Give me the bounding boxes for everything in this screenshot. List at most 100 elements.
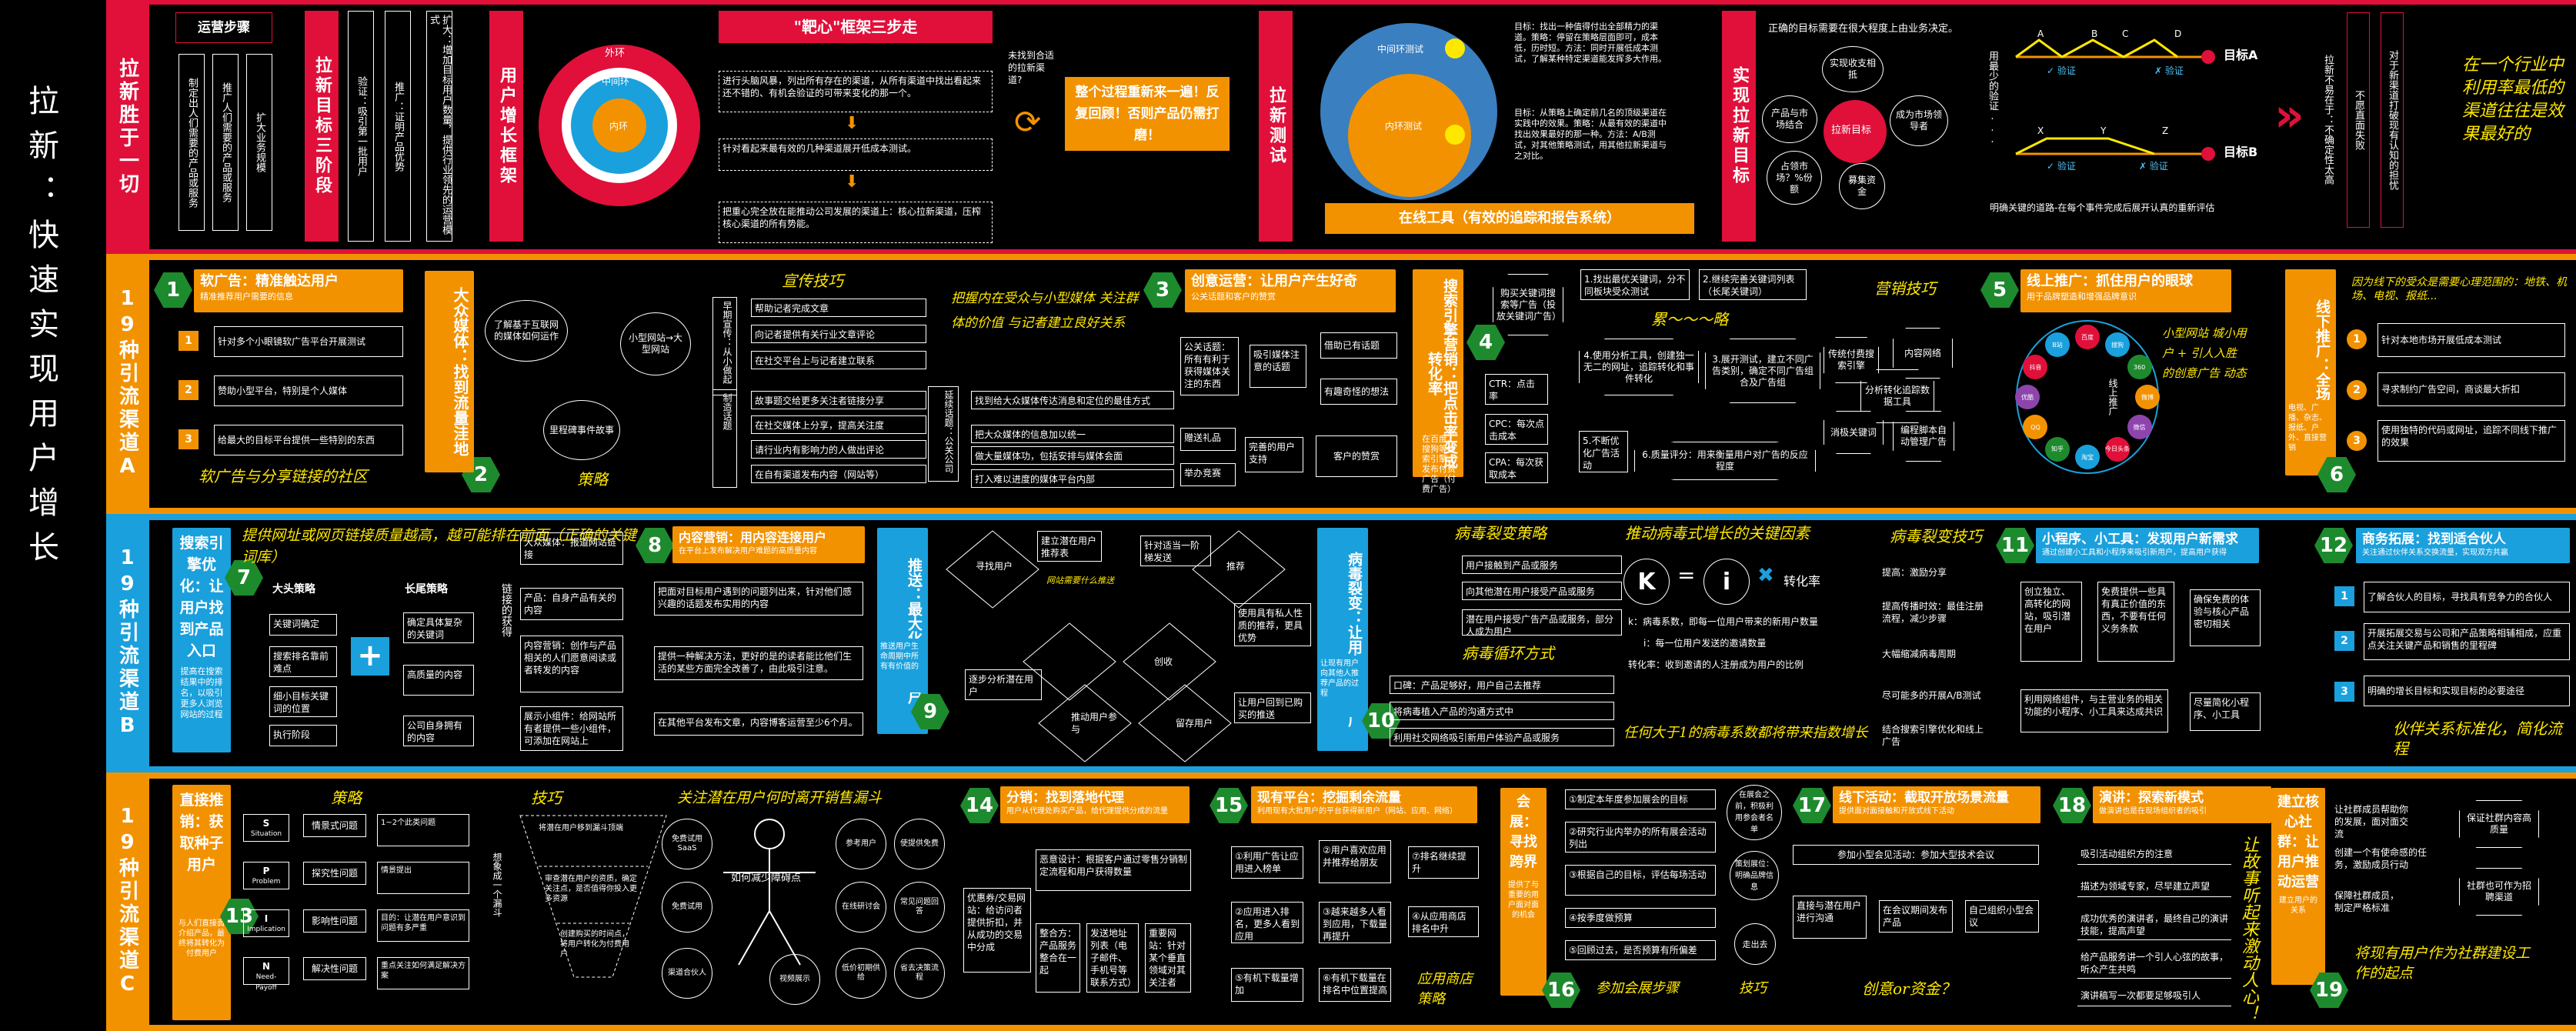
c13-funnel-2: 审查潜在用户的资质，确定关注点，是否值得你投入更多资源 <box>545 875 637 903</box>
c15-item-8: ②应用进入排名，更多人看到应用 <box>1231 902 1303 943</box>
c6-hand: 因为线下的受众是需要心理范围的：地铁、机场、电视、报纸... <box>2351 276 2567 302</box>
right-note-1: 拉新不易在于：不确定性太高 <box>2322 54 2334 185</box>
channel-5-name: 线上推广：抓住用户的眼球 <box>2027 273 2193 289</box>
channel-8-sub: 在平台上发布解决用户难题的高质量内容 <box>679 547 817 556</box>
bullseye-step-3: 把重心完全放在能推动公司发展的渠道上：核心拉新渠道，压榨核心渠道的所有势能。 <box>719 202 993 243</box>
page-title: 拉新：快速实现用户增长 <box>23 85 58 576</box>
test-outer-label: 中间环测试 <box>1377 44 1424 55</box>
c14-item-4: 发送地址列表（电子邮件、手机号等联系方式） <box>1086 923 1139 993</box>
channel-4-badge: 4 <box>1467 325 1505 360</box>
c19-item-5: 社群也可作为招聘渠道 <box>2459 868 2539 916</box>
c9-flow-2: 建立潜在用户推荐表 <box>1037 531 1102 562</box>
c13-obstacle-10: 省去决策流程 <box>894 948 945 999</box>
c3-item-2: 吸引媒体注意的话题 <box>1250 345 1306 388</box>
goal-label: 拉新目标三阶段 <box>305 11 339 242</box>
channel-14-sub: 用户从代理处购买产品，给代理提供分成的流量 <box>1006 807 1168 816</box>
c18-item-2: 描述为领域专家，尽早建立声望 <box>2077 877 2231 897</box>
test-label: 拉新测试 <box>1259 11 1293 242</box>
step-3: 扩大业务规模 <box>246 54 272 231</box>
c14-item-3: 整合方：产品服务整合在一起 <box>1036 923 1080 993</box>
band-b-label: 19种引流渠道B <box>106 514 149 772</box>
path-x: X <box>2037 125 2044 136</box>
c18-item-1: 吸引活动组织方的注意 <box>2077 845 2231 865</box>
c10-item-2: 向其他潜在用户接受产品或服务 <box>1462 582 1622 600</box>
c5-center: 线上推广 <box>2107 379 2118 415</box>
verify-c: ✓ 验证 <box>2047 160 2076 172</box>
channel-13-label: 直接推销：获取种子用户 与人们直接面介绍产品，最终将其转化为付费用户 <box>172 785 231 1020</box>
c13-spin-note-I: 目的：让潜在用户意识到问题有多严重 <box>377 909 469 942</box>
c11-item-2: 免费提供一些具有真正价值的东西，不要有任何义务条款 <box>2097 582 2174 662</box>
c2-story-2: 在社交媒体上分享，提高关注度 <box>751 415 926 434</box>
c18-item-3: 成功优秀的演讲者，最终自己的演讲技能，提高声望 <box>2077 909 2231 940</box>
c15-item-1: ①利用广告让应用进入榜单 <box>1231 846 1303 879</box>
c10-skill-4: 尽可能多的开展A/B测试 <box>1882 690 1981 701</box>
achieve-question: 正确的目标需要在很大程度上由业务决定。 <box>1768 23 1959 35</box>
c3-item-4: 有趣奇怪的想法 <box>1320 379 1397 405</box>
c13-hand: 关注潜在用户何时离开销售漏斗 <box>677 789 883 806</box>
c5-app-9: QQ <box>2023 415 2048 439</box>
c13-spin-S: S Situation <box>243 814 289 842</box>
channel-7-badge: 7 <box>225 560 263 596</box>
c8-step-3: 在其他平台发布文章，内容博客运营至少6个月。 <box>654 712 863 736</box>
c7-big-1: 关键词确定 <box>269 614 337 636</box>
funnel-diagram <box>519 815 667 978</box>
c11-item-5: 尽量简化小程序、小工具 <box>2190 692 2261 731</box>
test-inner-label: 内环测试 <box>1385 121 1423 132</box>
c13-obstacle-8: 常见问题回答 <box>894 882 945 933</box>
c19-item-2: 创建一个有使命感的任务，激励成员行动 <box>2334 847 2428 870</box>
c13-obstacle-1: 免费试用SaaS <box>662 819 712 869</box>
channel-12-title: 商务拓展：找到适合伙人 关注通过伙伴关系交换流量，实现双方共赢 <box>2356 528 2570 563</box>
path-a: A <box>2037 28 2044 39</box>
c13-spin-cn-N: 解决性问题 <box>303 957 366 980</box>
check-icon: ✓ <box>2047 161 2055 172</box>
c9-flow-4: 推荐 <box>1226 561 1246 572</box>
channel-15-title: 现有平台：挖掘剩余流量 利用现有大批用户的平台获得新用户（网站、应用、网络） <box>1251 786 1477 823</box>
c9-flow-9: 使用具有私人性质的推荐，更具优势 <box>1234 603 1311 646</box>
c19-item-1: 让社群成员帮助你的发展，面对面交流 <box>2334 804 2409 839</box>
c10-formula-1: k：病毒系数，即每一位用户带来的新用户数量 <box>1628 616 1818 627</box>
c2-circle-3: 里程碑事件故事 <box>543 400 620 460</box>
c13-spin-I: I Implication <box>243 909 289 937</box>
c7-long-2: 高质量的内容 <box>403 665 474 696</box>
path-b: B <box>2091 28 2098 39</box>
repeat-callout: 整个过程重新来一遍！反复回顾！否则产品仍需打磨！ <box>1065 77 1230 151</box>
c2-pr-1: 找到给大众媒体传达消息和定位的最佳方式 <box>971 391 1174 409</box>
c4-hand: 累～～～略 <box>1651 310 1728 329</box>
c7-big: 大头策略 <box>272 583 315 596</box>
c13-spin-note-S: 1~2个此类问题 <box>377 814 469 846</box>
c2-hand: 把握内在受众与小型媒体 关注群体的价值 与记者建立良好关系 <box>951 291 1139 331</box>
c10-formula-2: i：每一位用户发送的邀请数量 <box>1643 638 1767 649</box>
channel-17-sub: 提供面对面接触和开放式线下活动 <box>1839 807 1954 816</box>
unfound-question: 未找到合适的拉新渠道? <box>1008 50 1055 85</box>
c16-skill: 技巧 <box>1739 980 1767 996</box>
right-note-2: 不愿直面失败 <box>2347 12 2370 228</box>
num-2: 2 <box>2347 380 2367 400</box>
c19-hand: 将现有用户作为社群建设工作的起点 <box>2354 945 2531 982</box>
bullseye-step-2: 针对看起来最有效的几种渠道展开低成本测试。 <box>719 138 993 171</box>
c9-flow-1: 寻找用户 <box>976 561 1013 572</box>
c5-app-2: 搜狗 <box>2105 332 2130 358</box>
c16-item-3: ③根据自己的目标，评估每场活动 <box>1565 865 1716 896</box>
channel-8-title: 内容营销：用内容连接用户 在平台上发布解决用户难题的高质量内容 <box>672 526 865 563</box>
arrow-down-icon: ⬇ <box>845 172 859 192</box>
c13-spin-cn-S: 情景式问题 <box>303 814 366 837</box>
c3-item-5: 赠送礼品 <box>1180 428 1236 451</box>
c10-strategy: 病毒裂变策略 <box>1454 524 1547 542</box>
multiply-icon: ✖ <box>1757 564 1774 587</box>
c7-long-1: 确定具体复杂的关键词 <box>403 612 474 643</box>
c5-app-12: B站 <box>2045 332 2070 358</box>
c19-item-3: 保障社群成员，制定严格标准 <box>2334 890 2400 913</box>
c4-skill-5: 编程脚本自动管理广告 <box>1893 411 1954 462</box>
c15-item-7: ⑦排名继续提升 <box>1408 846 1479 879</box>
c2-pr-3: 做大量媒体功，包括安排与媒体会面 <box>971 446 1174 465</box>
goal-2: 推广：证明产品优势 <box>385 11 411 242</box>
c3-item-7: 客户的赞赏 <box>1316 435 1397 477</box>
channel-15-sub: 利用现有大批用户的平台获得新用户（网站、应用、网络） <box>1257 807 1457 816</box>
c16-side-3: 走出去 <box>1734 923 1776 965</box>
c15-item-3: ③越来越多人看到应用，下载量再提升 <box>1319 902 1391 943</box>
c11-item-3: 确保免费的体验与核心产品密切相关 <box>2190 589 2261 646</box>
c4-step-5: 5.不断优化广告活动 <box>1579 431 1628 472</box>
c3-item-3: 借助已有话题 <box>1320 332 1397 359</box>
c13-spin-P: P Problem <box>243 862 289 889</box>
right-note-3: 对于新渠道打破现有认知的担忧 <box>2381 12 2404 228</box>
